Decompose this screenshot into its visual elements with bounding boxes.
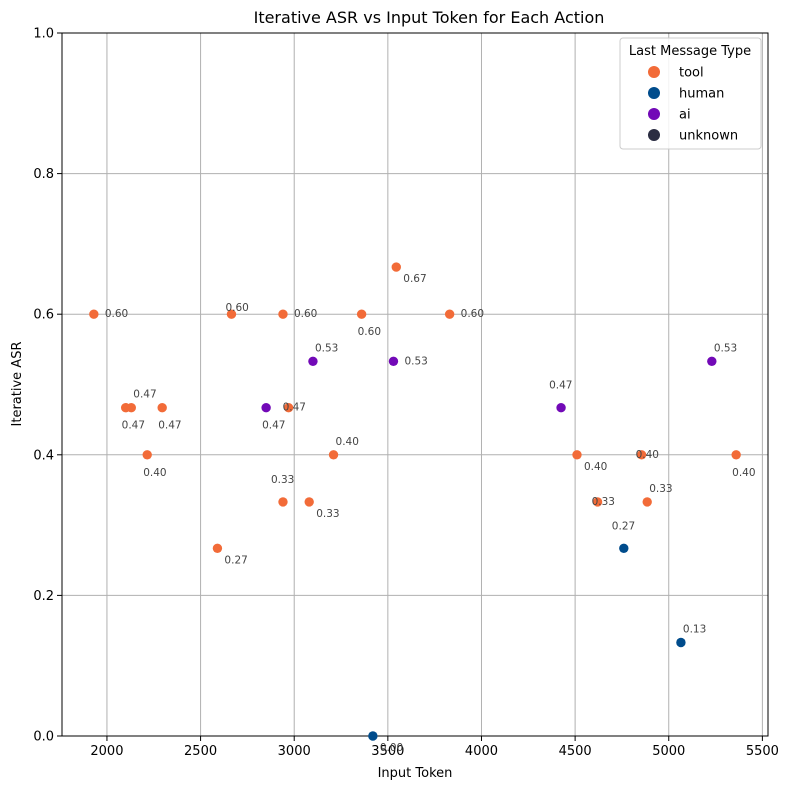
data-point-ai (707, 356, 717, 367)
x-tick-label: 4500 (559, 744, 592, 759)
data-label: 0.13 (683, 624, 706, 636)
data-point-tool (157, 402, 167, 413)
plot-area-frame (61, 32, 769, 737)
data-label: 0.67 (403, 273, 426, 285)
data-label: 0.47 (133, 389, 156, 401)
data-label: 0.60 (105, 308, 128, 320)
data-point-tool (731, 450, 741, 460)
data-points (89, 262, 741, 741)
data-point-ai (556, 402, 566, 413)
legend-label-ai: ai (679, 108, 691, 123)
legend-marker-tool (648, 66, 660, 78)
data-label: 0.27 (224, 554, 247, 566)
data-label: 0.40 (336, 436, 359, 448)
data-point-tool (636, 450, 647, 460)
data-point-ai (388, 356, 399, 367)
data-label: 0.53 (404, 355, 427, 367)
x-tick-label: 5500 (746, 744, 779, 759)
legend-label-tool: tool (679, 66, 704, 81)
y-tick-label: 0.6 (33, 308, 54, 323)
legend-label-unknown: unknown (679, 129, 738, 144)
legend: Last Message Type tool human ai unknown (619, 37, 762, 150)
y-tick-label: 0.0 (33, 730, 54, 745)
data-point-human (676, 637, 686, 648)
data-label: 0.33 (271, 474, 294, 486)
legend-marker-human (648, 87, 660, 99)
data-point-tool (212, 543, 223, 553)
data-label: 0.40 (732, 467, 755, 479)
data-point-tool (278, 309, 288, 319)
y-tick-label: 0.4 (33, 448, 54, 463)
x-tick-label: 3000 (278, 744, 311, 759)
data-point-tool (278, 497, 288, 507)
data-point-tool (572, 450, 582, 460)
x-tick-label: 2000 (90, 744, 123, 759)
data-label: 0.53 (315, 342, 338, 354)
data-label: 0.60 (358, 326, 381, 338)
data-point-tool (142, 450, 152, 460)
x-axis-title: Input Token (378, 766, 453, 781)
data-point-human (619, 543, 629, 553)
data-label: 0.47 (158, 420, 181, 432)
data-point-tool (226, 309, 237, 319)
data-point-ai (261, 402, 271, 413)
data-point-tool (592, 497, 603, 507)
data-label: 0.00 (380, 742, 403, 754)
data-label: 0.40 (143, 467, 166, 479)
y-tick-label: 0.2 (33, 589, 54, 604)
data-point-tool (126, 402, 136, 413)
data-point-tool (283, 402, 294, 413)
data-label: 0.47 (262, 420, 285, 432)
chart-title: Iterative ASR vs Input Token for Each Ac… (254, 8, 605, 27)
legend-marker-unknown (648, 129, 660, 141)
legend-title: Last Message Type (629, 44, 751, 59)
data-label: 0.40 (636, 449, 659, 461)
data-label: 0.47 (122, 420, 145, 432)
data-point-tool (328, 450, 339, 460)
data-label: 0.60 (461, 308, 484, 320)
data-point-tool (391, 262, 401, 272)
y-tick-label: 1.0 (33, 27, 54, 42)
axis-ticks: 2000 2500 3000 3500 4000 4500 5000 5500 0.0 0.2 0.… (33, 27, 779, 760)
data-label: 0.53 (714, 342, 737, 354)
y-axis-title: Iterative ASR (10, 342, 25, 427)
data-label: 0.47 (549, 380, 572, 392)
x-tick-label: 4000 (465, 744, 498, 759)
data-point-tool (356, 309, 367, 319)
data-point-tool (642, 497, 652, 507)
y-tick-label: 0.8 (33, 167, 54, 182)
data-label: 0.60 (225, 302, 248, 314)
data-label: 0.47 (283, 402, 306, 414)
data-point-tool (89, 309, 99, 319)
data-label: 0.33 (649, 483, 672, 495)
data-label: 0.40 (584, 461, 607, 473)
data-point-tool (304, 497, 314, 507)
x-tick-label: 5000 (652, 744, 685, 759)
x-tick-label: 2500 (184, 744, 217, 759)
data-point-human (368, 731, 378, 741)
legend-label-human: human (679, 87, 724, 102)
data-label: 0.60 (294, 308, 317, 320)
data-labels: 0.60 0.47 0.47 0.40 0.47 0.27 0.60 0.47 0.60 0.33… (105, 273, 756, 754)
data-label: 0.33 (316, 508, 339, 520)
data-point-tool (444, 309, 455, 319)
data-point-ai (308, 356, 318, 367)
legend-marker-ai (648, 108, 660, 120)
legend-items: tool human ai unknown (648, 66, 738, 144)
data-label: 0.27 (612, 520, 635, 532)
data-label: 0.33 (592, 496, 615, 508)
legend-box (619, 37, 762, 150)
x-tick-label: 3500 (371, 744, 404, 759)
